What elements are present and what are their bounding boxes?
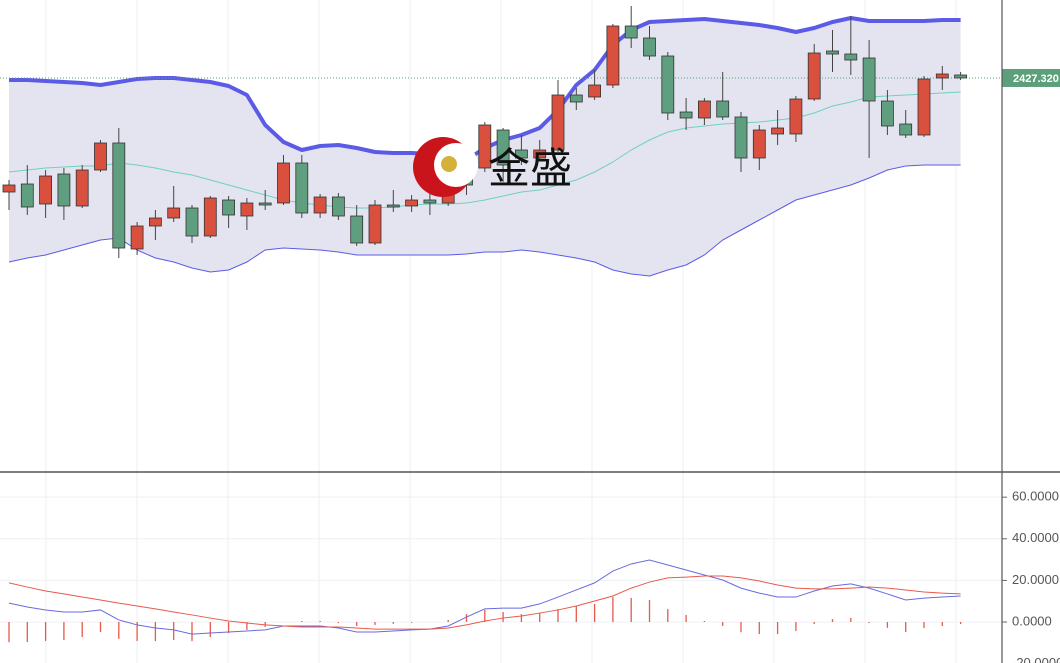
- candle-body: [917, 78, 931, 136]
- candle-body: [405, 199, 419, 207]
- candle-body: [515, 149, 528, 159]
- candle-body: [881, 100, 894, 127]
- candle-body: [203, 197, 217, 237]
- candle-body: [698, 100, 711, 119]
- candle-body: [752, 129, 766, 159]
- candle-body: [368, 204, 382, 244]
- y-tick-label: -20.0000: [1012, 655, 1060, 663]
- candle-body: [734, 116, 748, 159]
- y-tick-label: 0.0000: [1012, 613, 1052, 628]
- candle-body: [112, 142, 126, 249]
- candle-body: [148, 217, 162, 227]
- candle-body: [39, 175, 52, 205]
- y-tick-label: 60.0000: [1012, 489, 1059, 504]
- candle-body: [643, 37, 656, 57]
- candle-body: [2, 184, 16, 193]
- candle-body: [130, 225, 144, 250]
- candle-body: [277, 162, 290, 204]
- y-tick-label: 40.0000: [1012, 530, 1059, 545]
- candle-body: [258, 202, 272, 206]
- candle-body: [789, 98, 803, 135]
- band-lower: [8, 164, 961, 277]
- candle-body: [679, 111, 693, 119]
- candle-body: [826, 50, 839, 55]
- logo: [413, 137, 478, 197]
- candle-body: [954, 74, 967, 79]
- candle-body: [75, 169, 89, 207]
- candle-body: [661, 55, 675, 114]
- candle-body: [423, 199, 437, 204]
- candle-body: [57, 173, 71, 207]
- candle-body: [350, 215, 364, 244]
- candle-body: [862, 57, 876, 102]
- candle-body: [20, 183, 34, 208]
- candle-body: [771, 127, 784, 135]
- candle-body: [295, 162, 309, 214]
- logo-ball: [441, 156, 457, 172]
- candle-body: [94, 142, 107, 171]
- candle-body: [569, 94, 583, 103]
- candle-body: [588, 84, 601, 98]
- candle-body: [222, 199, 236, 216]
- macd-line: [8, 575, 961, 630]
- candle-body: [716, 100, 730, 118]
- candle-body: [935, 73, 949, 79]
- candle-body: [496, 129, 510, 166]
- macd-line: [8, 559, 961, 635]
- candle-body: [167, 207, 181, 219]
- candle-body: [844, 53, 858, 61]
- candle-body: [185, 207, 199, 237]
- last-price-tag: [1002, 68, 1060, 87]
- candle-body: [551, 94, 565, 151]
- candle-body: [331, 196, 345, 217]
- candle-body: [606, 25, 620, 86]
- candle-body: [533, 149, 547, 159]
- candle-body: [313, 196, 327, 214]
- last-price-label: 2427.320: [1013, 73, 1059, 85]
- candle-body: [807, 52, 821, 100]
- candle-body: [478, 124, 492, 169]
- candle-body: [240, 202, 254, 217]
- y-tick-label: 20.0000: [1012, 572, 1059, 587]
- watermark: 金盛: [488, 145, 572, 192]
- candle-body: [386, 204, 400, 208]
- candle-body: [624, 25, 638, 39]
- candle-body: [899, 123, 913, 136]
